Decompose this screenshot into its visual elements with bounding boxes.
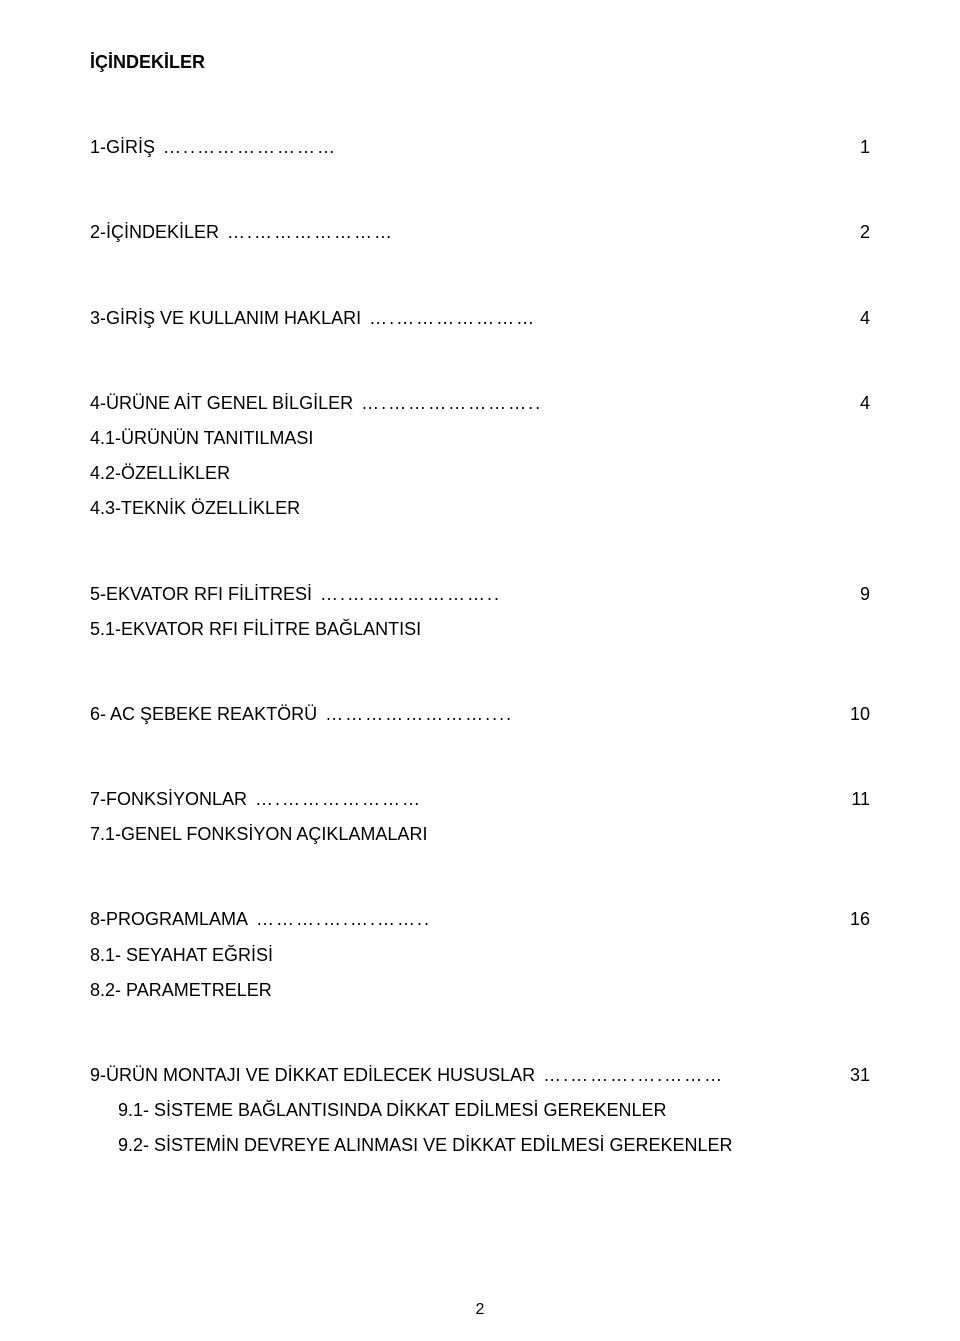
toc-section-3: 3-GİRİŞ VE KULLANIM HAKLARI ….………………… 4 [90,306,870,331]
toc-sub-8-2: 8.2- PARAMETRELER [90,978,870,1003]
toc-row: 6- AC ŞEBEKE REAKTÖRÜ …………………….... 10 [90,702,870,727]
toc-dots: ……….….….…….. [256,907,832,932]
toc-sub-4-2: 4.2-ÖZELLİKLER [90,461,870,486]
toc-label-1: 1-GİRİŞ [90,135,155,160]
toc-page-4: 4 [840,391,870,416]
toc-row: 3-GİRİŞ VE KULLANIM HAKLARI ….………………… 4 [90,306,870,331]
page-title: İÇİNDEKİLER [90,50,870,75]
toc-page-5: 9 [840,582,870,607]
toc-page-2: 2 [840,220,870,245]
toc-label-8: 8-PROGRAMLAMA [90,907,248,932]
toc-section-9: 9-ÜRÜN MONTAJI VE DİKKAT EDİLECEK HUSUSL… [90,1063,870,1159]
toc-dots: …………………….... [325,702,832,727]
toc-label-2: 2-İÇİNDEKİLER [90,220,219,245]
toc-dots: …..………………… [163,135,832,160]
toc-page-8: 16 [840,907,870,932]
toc-row: 5-EKVATOR RFI FİLİTRESİ ….………………….. 9 [90,582,870,607]
toc-section-2: 2-İÇİNDEKİLER ….………………… 2 [90,220,870,245]
toc-sub-5-1: 5.1-EKVATOR RFI FİLİTRE BAĞLANTISI [90,617,870,642]
toc-label-3: 3-GİRİŞ VE KULLANIM HAKLARI [90,306,361,331]
toc-label-4: 4-ÜRÜNE AİT GENEL BİLGİLER [90,391,353,416]
toc-sub-7-1: 7.1-GENEL FONKSİYON AÇIKLAMALARI [90,822,870,847]
toc-dots: ….………………… [369,306,832,331]
toc-dots: ….……….….……… [543,1063,832,1088]
toc-sub-9-1: 9.1- SİSTEME BAĞLANTISINDA DİKKAT EDİLME… [90,1098,870,1123]
toc-dots: ….………………… [227,220,832,245]
toc-page-1: 1 [840,135,870,160]
toc-section-6: 6- AC ŞEBEKE REAKTÖRÜ …………………….... 10 [90,702,870,727]
toc-row: 9-ÜRÜN MONTAJI VE DİKKAT EDİLECEK HUSUSL… [90,1063,870,1088]
toc-page-3: 4 [840,306,870,331]
toc-label-9: 9-ÜRÜN MONTAJI VE DİKKAT EDİLECEK HUSUSL… [90,1063,535,1088]
toc-sub-4-1: 4.1-ÜRÜNÜN TANITILMASI [90,426,870,451]
toc-row: 7-FONKSİYONLAR ….………………… 11 [90,787,870,812]
footer-page-number: 2 [476,1299,485,1321]
toc-row: 1-GİRİŞ …..………………… 1 [90,135,870,160]
toc-label-5: 5-EKVATOR RFI FİLİTRESİ [90,582,312,607]
toc-page-9: 31 [840,1063,870,1088]
toc-sub-4-3: 4.3-TEKNİK ÖZELLİKLER [90,496,870,521]
toc-row: 8-PROGRAMLAMA ……….….….…….. 16 [90,907,870,932]
toc-dots: ….………………….. [361,391,832,416]
toc-section-5: 5-EKVATOR RFI FİLİTRESİ ….………………….. 9 5.… [90,582,870,642]
toc-dots: ….………………… [255,787,832,812]
toc-row: 4-ÜRÜNE AİT GENEL BİLGİLER ….………………….. 4 [90,391,870,416]
toc-row: 2-İÇİNDEKİLER ….………………… 2 [90,220,870,245]
toc-page-7: 11 [840,787,870,812]
toc-section-8: 8-PROGRAMLAMA ……….….….…….. 16 8.1- SEYAH… [90,907,870,1003]
toc-section-7: 7-FONKSİYONLAR ….………………… 11 7.1-GENEL FO… [90,787,870,847]
toc-label-6: 6- AC ŞEBEKE REAKTÖRÜ [90,702,317,727]
toc-section-4: 4-ÜRÜNE AİT GENEL BİLGİLER ….………………….. 4… [90,391,870,522]
toc-page-6: 10 [840,702,870,727]
toc-sub-9-2: 9.2- SİSTEMİN DEVREYE ALINMASI VE DİKKAT… [90,1133,870,1158]
toc-section-1: 1-GİRİŞ …..………………… 1 [90,135,870,160]
toc-sub-8-1: 8.1- SEYAHAT EĞRİSİ [90,943,870,968]
toc-dots: ….………………….. [320,582,832,607]
toc-label-7: 7-FONKSİYONLAR [90,787,247,812]
